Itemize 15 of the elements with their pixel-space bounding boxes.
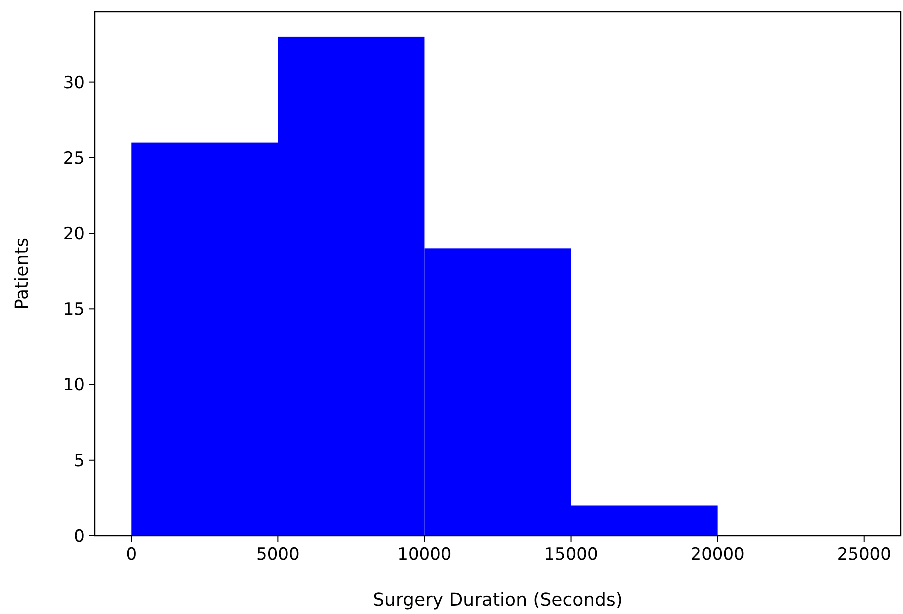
x-axis-title: Surgery Duration (Seconds) (373, 590, 623, 611)
y-tick-label: 15 (63, 300, 85, 320)
y-tick-label: 5 (74, 451, 85, 472)
x-tick-label: 5000 (256, 545, 300, 565)
y-tick-label: 25 (63, 148, 85, 169)
x-tick-label: 10000 (398, 545, 452, 565)
y-tick-label: 0 (74, 526, 85, 547)
y-tick-label: 20 (63, 224, 85, 244)
y-tick-label: 30 (63, 73, 85, 94)
x-tick-label: 15000 (544, 545, 598, 565)
y-tick-label: 10 (63, 376, 85, 396)
y-axis-title: Patients (12, 238, 33, 310)
x-tick-label: 20000 (690, 545, 745, 565)
x-tick-label: 0 (126, 545, 138, 565)
x-tick-label: 25000 (837, 545, 892, 565)
